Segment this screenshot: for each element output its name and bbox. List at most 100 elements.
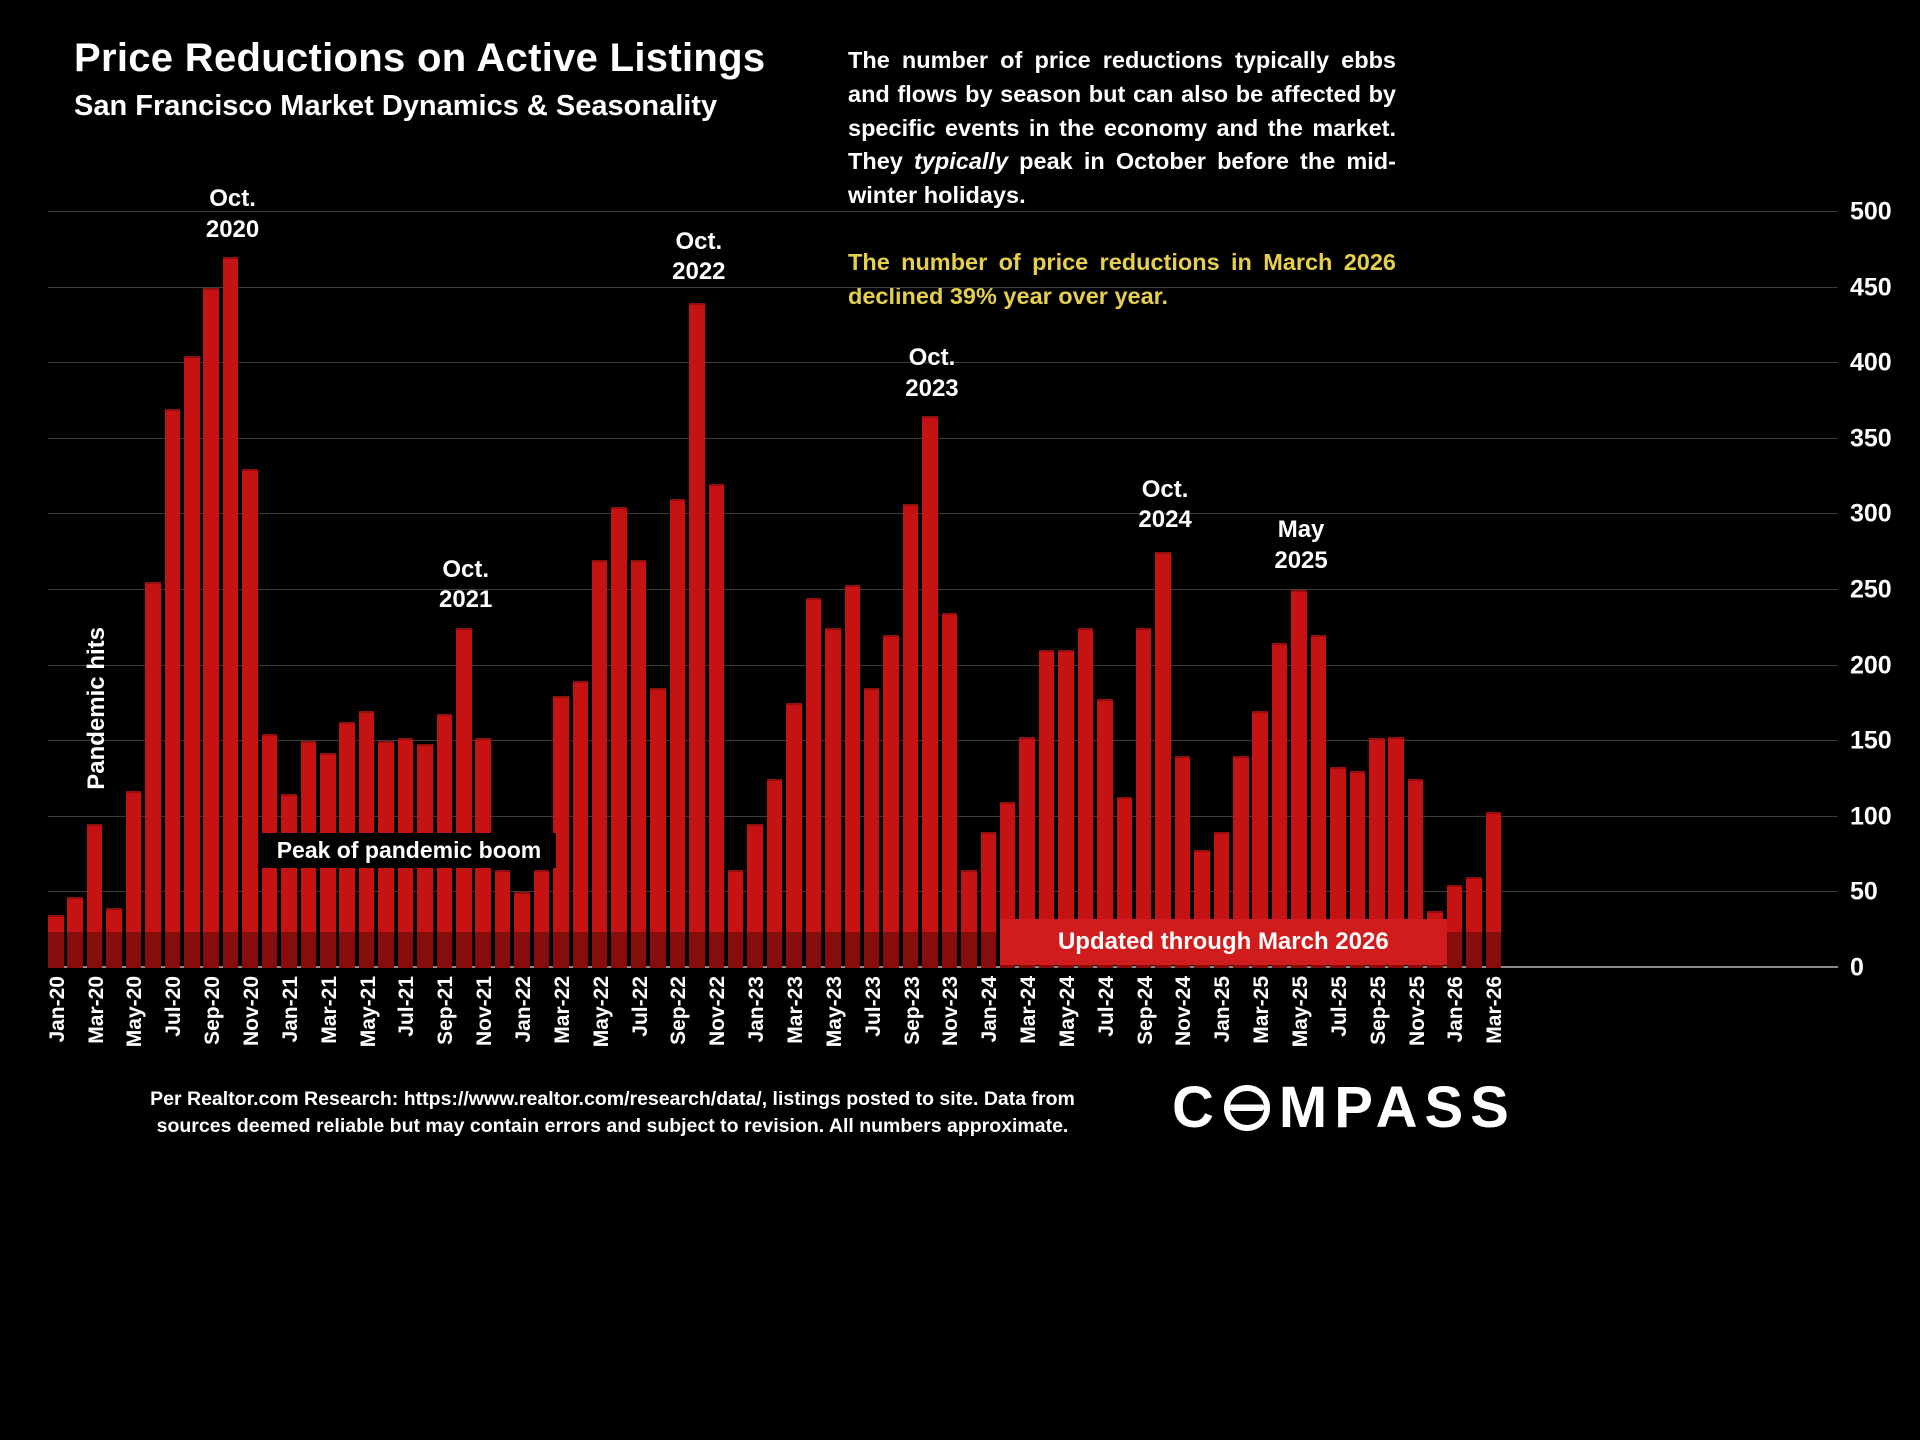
y-tick-label-450: 450 [1850,273,1892,302]
source-note: Per Realtor.com Research: https://www.re… [145,1086,1080,1141]
gridline-300 [48,513,1838,515]
bar-dec-22 [727,869,744,968]
annotation-peak-of-pandemic-boom: Peak of pandemic boom [261,833,557,869]
commentary-italic-word: typically [913,148,1009,175]
page-subtitle: San Francisco Market Dynamics & Seasonal… [74,90,718,122]
x-tick-label-jan-21: Jan-21 [278,976,302,1043]
bar-jan-23 [747,824,763,968]
bar-apr-24 [1038,650,1055,968]
annotation-oct-2024: Oct. 2024 [1138,475,1192,534]
gridline-500 [48,211,1838,212]
x-tick-label-jan-25: Jan-25 [1211,976,1235,1043]
bar-jul-23 [863,688,880,968]
commentary-paragraph-1: The number of price reductions typically… [848,44,1396,213]
x-tick-label-may-20: May-20 [123,976,147,1048]
bar-jun-23 [844,585,861,968]
x-tick-label-sep-20: Sep-20 [201,976,225,1045]
bar-sep-23 [902,503,919,968]
bar-aug-22 [650,688,666,968]
annotation-pandemic-hits: Pandemic hits [82,626,110,790]
x-tick-label-may-24: May-24 [1055,976,1079,1048]
x-tick-label-may-22: May-22 [589,976,613,1048]
x-tick-label-sep-21: Sep-21 [434,976,458,1045]
x-tick-label-mar-20: Mar-20 [84,976,108,1044]
bar-aug-23 [883,635,899,968]
y-tick-label-100: 100 [1850,802,1892,831]
bar-may-20 [125,791,142,968]
x-tick-label-jan-24: Jan-24 [978,976,1002,1043]
bar-feb-20 [67,896,83,968]
bar-nov-23 [941,612,958,968]
bar-jan-21 [281,794,297,968]
x-tick-label-may-23: May-23 [822,976,846,1048]
bar-mar-20 [86,824,103,968]
x-tick-label-jan-23: Jan-23 [745,976,769,1043]
bar-jul-22 [630,559,647,968]
source-note-line-1: Per Realtor.com Research: https://www.re… [150,1088,1075,1110]
x-tick-label-mar-24: Mar-24 [1017,976,1041,1044]
bar-jun-25 [1310,635,1327,968]
bar-sep-20 [203,287,219,968]
bar-sep-22 [669,499,686,968]
x-tick-label-jan-20: Jan-20 [45,976,69,1043]
header: Price Reductions on Active Listings San … [74,36,765,123]
y-tick-label-400: 400 [1850,348,1892,377]
annotation-oct-2023: Oct. 2023 [905,344,959,402]
x-tick-label-nov-22: Nov-22 [706,976,730,1047]
gridline-250 [48,589,1838,590]
gridline-450 [48,286,1838,288]
x-tick-label-nov-20: Nov-20 [239,976,263,1047]
commentary: The number of price reductions typically… [848,44,1396,314]
annotation-may-2025: May 2025 [1274,516,1328,574]
y-tick-label-150: 150 [1850,726,1892,755]
x-tick-label-may-21: May-21 [356,976,380,1048]
y-tick-label-300: 300 [1850,499,1892,528]
y-tick-label-50: 50 [1850,877,1878,906]
bar-oct-21 [455,627,472,968]
page-title: Price Reductions on Active Listings [74,36,766,80]
source-note-line-2: sources deemed reliable but may contain … [156,1115,1069,1138]
x-tick-label-nov-25: Nov-25 [1405,976,1429,1047]
bar-mar-23 [786,703,802,968]
plot-area: Jan-20 Mar-20 May-20 Jul-20 Sep-20 Nov-20 Jan-… [46,185,1838,1047]
x-tick-label-jul-24: Jul-24 [1094,976,1118,1037]
compass-rose-icon [1223,1084,1270,1131]
bar-jul-24 [1097,698,1113,968]
x-tick-label-jul-22: Jul-22 [628,976,652,1037]
x-tick-label-mar-22: Mar-22 [550,976,574,1044]
x-tick-label-sep-24: Sep-24 [1133,976,1157,1045]
bar-dec-23 [961,869,977,968]
updated-through-banner: Updated through March 2026 [999,919,1447,965]
bar-may-25 [1291,590,1307,968]
bar-may-22 [591,559,608,968]
y-axis: 500 450 400 350 300 250 200 150 100 50 0 [1850,198,1916,982]
bar-sep-24 [1135,627,1152,968]
x-tick-label-nov-24: Nov-24 [1172,976,1196,1047]
x-tick-label-jan-22: Jan-22 [511,976,535,1043]
bar-oct-20 [222,257,239,968]
annotation-oct-2022: Oct. 2022 [672,227,726,286]
bars-layer: Jan-20 Mar-20 May-20 Jul-20 Sep-20 Nov-20 Jan-… [46,185,1507,1047]
bar-apr-20 [106,907,122,968]
bar-apr-22 [572,680,589,968]
commentary-text-after: peak in October before the mid-winter ho… [848,148,1396,209]
bar-nov-20 [242,469,258,968]
x-tick-label-sep-22: Sep-22 [667,976,691,1045]
bar-mar-22 [553,695,569,968]
x-tick-label-mar-25: Mar-25 [1250,976,1274,1044]
x-tick-label-sep-23: Sep-23 [900,976,924,1045]
bar-oct-23 [922,416,938,968]
bar-feb-26 [1466,877,1482,968]
y-tick-label-500: 500 [1850,197,1892,226]
bar-mar-24 [1019,736,1035,968]
x-tick-label-jul-21: Jul-21 [395,976,419,1037]
x-tick-label-nov-21: Nov-21 [473,976,497,1047]
bar-apr-25 [1271,642,1288,968]
x-tick-label-jul-25: Jul-25 [1327,976,1351,1037]
bar-oct-24 [1155,552,1171,968]
bar-aug-20 [183,355,200,968]
bar-aug-25 [1349,771,1366,968]
y-tick-label-250: 250 [1850,575,1892,604]
gridline-350 [48,437,1838,439]
